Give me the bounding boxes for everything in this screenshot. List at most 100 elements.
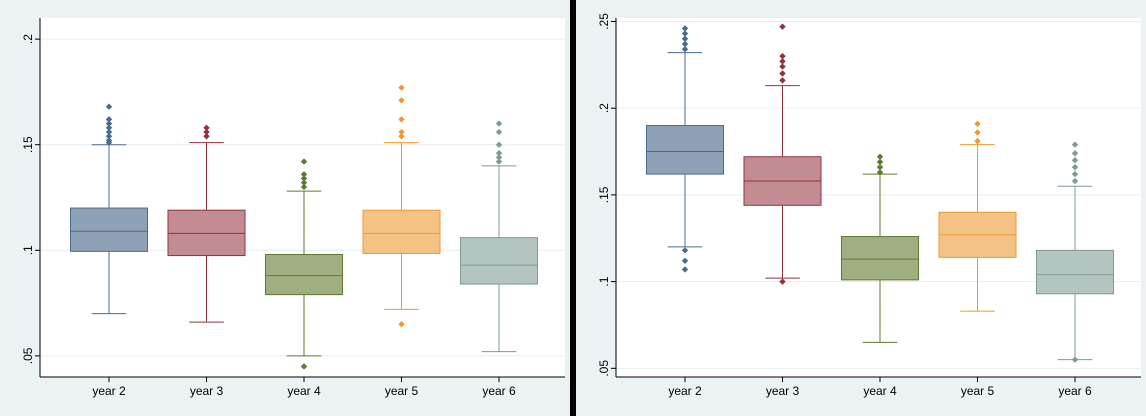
- x-tick-label: year 5: [961, 384, 995, 398]
- outlier-point: [681, 247, 689, 254]
- box-iqr: [646, 125, 724, 175]
- outlier-point: [876, 158, 884, 166]
- right-box-plot: .05 .1 .15 .2 .25 year 2 year 3 year 4 year 5 yea…: [597, 13, 1141, 398]
- outlier-point: [876, 169, 884, 176]
- outlier-point: [105, 128, 113, 136]
- outlier-point: [1071, 150, 1079, 157]
- x-tick-label: year 3: [766, 384, 800, 398]
- outlier-point: [779, 52, 786, 60]
- outlier-point: [398, 321, 405, 328]
- outlier-point: [876, 163, 884, 171]
- outlier-point: [398, 128, 405, 136]
- box-iqr: [841, 236, 919, 281]
- outlier-point: [495, 154, 503, 161]
- outlier-point: [779, 278, 786, 285]
- outlier-point: [300, 171, 308, 178]
- outlier-point: [681, 25, 689, 32]
- outlier-point: [681, 40, 689, 48]
- outlier-point: [398, 116, 405, 123]
- y-tick-label: .15: [597, 186, 611, 203]
- outlier-point: [1071, 141, 1079, 148]
- outlier-point: [1071, 170, 1079, 178]
- x-tick-label: year 2: [92, 384, 126, 398]
- outlier-point: [779, 58, 786, 65]
- outlier-point: [974, 120, 981, 127]
- outlier-point: [495, 149, 503, 157]
- outlier-point: [779, 23, 786, 30]
- box-year-2: [646, 25, 724, 273]
- outlier-point: [105, 120, 113, 127]
- outlier-point: [779, 63, 786, 70]
- outlier-point: [495, 120, 503, 127]
- y-tick-label: .1: [21, 245, 35, 255]
- x-tick-label: year 6: [482, 384, 516, 398]
- x-tick-label: year 2: [668, 384, 702, 398]
- outlier-point: [974, 137, 981, 145]
- box-year-4: [841, 153, 919, 343]
- outlier-point: [974, 129, 981, 136]
- outlier-point: [398, 84, 405, 91]
- y-tick-label: .2: [597, 103, 611, 113]
- outlier-point: [203, 133, 210, 140]
- outlier-point: [398, 133, 405, 140]
- box-year-5: [938, 120, 1017, 312]
- outlier-point: [300, 363, 308, 370]
- outlier-point: [1071, 157, 1079, 164]
- left-box-plot: .05 .1 .15 .2 year 2 year 3 year 4 year 5 year 6: [21, 18, 565, 398]
- x-tick-label: year 5: [385, 384, 419, 398]
- outlier-point: [300, 179, 308, 186]
- outlier-point: [495, 158, 503, 165]
- outlier-point: [779, 70, 786, 77]
- outlier-point: [105, 124, 113, 132]
- y-tick-label: .05: [597, 360, 611, 377]
- outlier-point: [681, 30, 689, 37]
- box-year-3: [167, 124, 246, 323]
- x-tick-label: year 4: [287, 384, 321, 398]
- outlier-point: [105, 133, 113, 140]
- y-tick-label: .1: [597, 276, 611, 286]
- outlier-point: [495, 141, 503, 148]
- box-year-6: [460, 120, 538, 353]
- outlier-point: [681, 46, 689, 53]
- outlier-point: [495, 128, 503, 136]
- outlier-point: [1071, 356, 1079, 363]
- box-iqr: [362, 209, 441, 254]
- outlier-point: [1071, 177, 1079, 185]
- box-year-2: [70, 103, 148, 315]
- outlier-point: [300, 183, 308, 191]
- outlier-point: [876, 153, 884, 160]
- box-iqr: [1036, 249, 1114, 295]
- box-iqr: [265, 254, 343, 296]
- box-year-5: [362, 84, 441, 328]
- box-year-4: [265, 158, 343, 370]
- box-year-6: [1036, 141, 1114, 363]
- plot-area: [40, 18, 565, 377]
- left-chart-panel: .05 .1 .15 .2 year 2 year 3 year 4 year 5 year 6: [0, 0, 570, 416]
- outlier-point: [1071, 163, 1079, 171]
- y-tick-label: .15: [21, 136, 35, 153]
- y-tick-label: .05: [21, 347, 35, 364]
- y-tick-label: .25: [597, 13, 611, 30]
- outlier-point: [105, 137, 113, 144]
- box-iqr: [70, 207, 148, 252]
- outlier-point: [300, 175, 308, 182]
- x-tick-label: year 6: [1058, 384, 1092, 398]
- box-iqr: [460, 237, 538, 285]
- outlier-point: [203, 128, 210, 136]
- box-year-3: [743, 23, 822, 285]
- plot-area: [616, 18, 1141, 377]
- outlier-point: [681, 266, 689, 273]
- outlier-point: [203, 124, 210, 132]
- outlier-point: [300, 158, 308, 165]
- outlier-point: [105, 116, 113, 123]
- right-chart-panel: .05 .1 .15 .2 .25 year 2 year 3 year 4 year 5 yea…: [576, 0, 1146, 416]
- outlier-point: [779, 77, 786, 84]
- x-tick-label: year 4: [863, 384, 897, 398]
- outlier-point: [681, 257, 689, 265]
- outlier-point: [398, 97, 405, 104]
- outlier-point: [105, 103, 113, 110]
- box-iqr: [167, 209, 246, 257]
- x-tick-label: year 3: [190, 384, 224, 398]
- outlier-point: [681, 35, 689, 43]
- y-tick-label: .2: [21, 34, 35, 44]
